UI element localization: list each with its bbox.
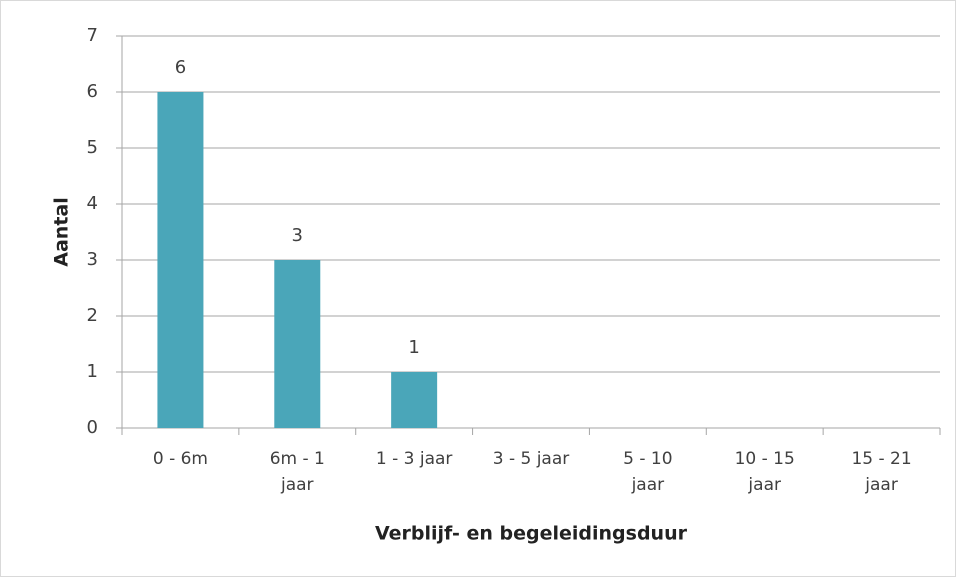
- y-tick-label: 6: [87, 81, 98, 102]
- y-tick-label: 2: [87, 305, 98, 326]
- bar: [391, 372, 438, 428]
- x-tick-label: 3 - 5 jaar: [492, 449, 570, 469]
- y-tick-label: 3: [87, 249, 98, 270]
- y-tick-label: 1: [87, 361, 98, 382]
- y-axis-title: Aantal: [51, 197, 73, 266]
- data-label: 3: [292, 225, 303, 246]
- x-tick-label: 10 - 15 jaar: [734, 449, 795, 495]
- y-tick-label: 0: [87, 417, 98, 438]
- x-tick-label: 5 - 10 jaar: [623, 449, 673, 495]
- x-tick-label: 0 - 6m: [152, 449, 208, 469]
- y-tick-label: 4: [87, 193, 98, 214]
- y-tick-label: 7: [87, 25, 98, 46]
- x-tick-label: 1 - 3 jaar: [375, 449, 453, 469]
- bar: [274, 260, 321, 428]
- data-label: 1: [408, 337, 419, 358]
- x-tick-label: 15 - 21 jaar: [851, 449, 912, 495]
- y-tick-label: 5: [87, 137, 98, 158]
- x-axis-title: Verblijf- en begeleidingsduur: [375, 523, 688, 545]
- data-label: 6: [175, 57, 186, 78]
- bar: [157, 92, 204, 428]
- x-tick-label: 6m - 1 jaar: [269, 449, 325, 495]
